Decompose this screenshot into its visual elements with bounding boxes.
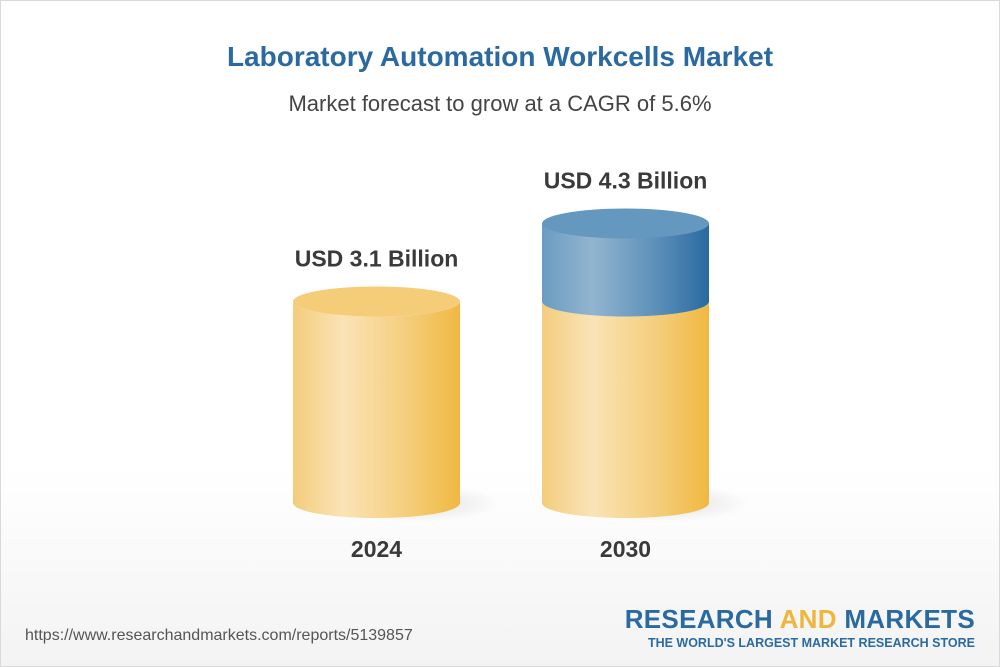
- source-url[interactable]: https://www.researchandmarkets.com/repor…: [25, 627, 413, 644]
- research-and-markets-logo: RESEARCH AND MARKETS THE WORLD'S LARGEST…: [625, 604, 975, 650]
- data-label: USD 3.1 Billion: [295, 246, 459, 272]
- logo-word-research: RESEARCH: [624, 604, 774, 634]
- category-label: 2024: [351, 536, 402, 562]
- logo-tagline: THE WORLD'S LARGEST MARKET RESEARCH STOR…: [647, 636, 975, 650]
- cylinder-top-2024: [293, 286, 460, 317]
- logo-word-and: AND: [779, 604, 837, 634]
- logo-word-markets: MARKETS: [844, 604, 975, 634]
- cylinder-base-2030: [542, 301, 709, 518]
- data-label: USD 4.3 Billion: [544, 168, 708, 194]
- chart-title: Laboratory Automation Workcells Market: [226, 41, 774, 72]
- cylinder-top-2030: [542, 208, 709, 239]
- category-label: 2030: [600, 536, 651, 562]
- cylinder-base-2024: [293, 301, 461, 518]
- cylinder-growth-2030: [542, 223, 709, 317]
- chart-subtitle: Market forecast to grow at a CAGR of 5.6…: [288, 91, 712, 116]
